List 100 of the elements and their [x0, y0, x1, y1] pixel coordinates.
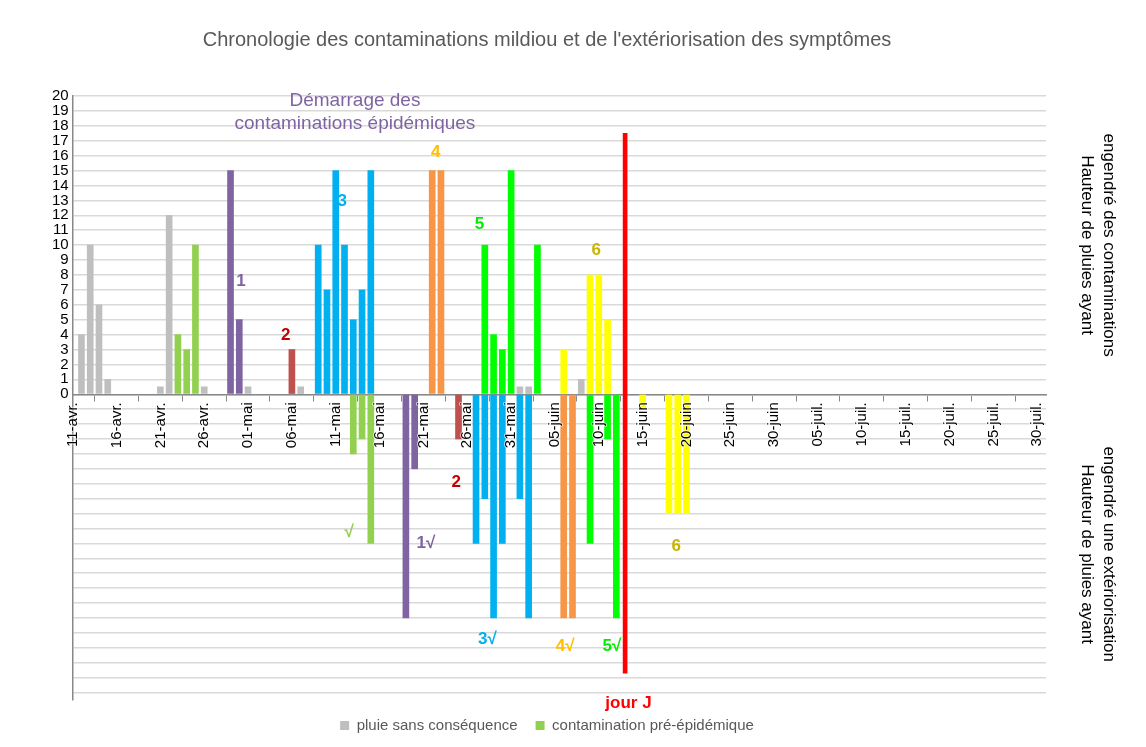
x-tick-label: 11-avr. — [62, 402, 80, 448]
y-tick-label: 20 — [52, 86, 69, 104]
y-tick-label: 14 — [52, 175, 69, 193]
x-tick-label: 16-avr. — [106, 402, 124, 449]
bar — [244, 386, 252, 394]
bar — [174, 334, 182, 394]
bar — [507, 170, 515, 394]
bar — [665, 394, 673, 514]
x-tick-label: 25-juil. — [983, 402, 1001, 447]
y-tick-label: 13 — [52, 190, 69, 208]
bar — [428, 170, 436, 394]
annotation: 1 — [236, 271, 246, 291]
chart-title: Chronologie des contaminations mildiou et de l'extériorisation des symptômes — [202, 27, 892, 50]
x-tick-label: 25-juin — [720, 402, 738, 448]
bar — [367, 394, 375, 544]
annotation: 1√ — [416, 533, 437, 553]
x-tick-label: 20-juin — [676, 402, 694, 448]
bar — [411, 394, 418, 470]
bar — [235, 319, 243, 394]
annotation: 2 — [281, 324, 291, 344]
bar — [297, 386, 304, 394]
bar — [227, 170, 234, 394]
bar — [86, 244, 94, 394]
legend-label: pluie sans conséquence — [356, 715, 518, 733]
bar — [314, 244, 322, 394]
legend-label: contamination pré-épidémique — [552, 715, 754, 733]
x-tick-label: 10-juin — [588, 402, 606, 448]
annotation: 6 — [591, 240, 602, 260]
annotation: 6 — [671, 536, 681, 556]
y-tick-label: 3 — [60, 339, 69, 357]
bar — [472, 394, 480, 544]
annotation: 3 — [337, 191, 348, 211]
bar — [183, 349, 191, 394]
bar — [323, 289, 331, 394]
y-tick-label: 8 — [60, 265, 69, 283]
bar — [604, 394, 611, 440]
x-tick-label: 31-mai — [501, 402, 519, 449]
x-tick-label: 01-mai — [238, 402, 256, 449]
bar — [595, 274, 603, 394]
annotation: 3√ — [477, 628, 498, 648]
y-tick-label: 16 — [52, 145, 69, 163]
bar — [586, 274, 594, 394]
annotation: 5√ — [602, 635, 622, 655]
y-tick-label: 1 — [60, 369, 69, 387]
x-tick-label: 06-mai — [282, 402, 300, 449]
x-tick-label: 20-juil. — [939, 402, 957, 447]
bar — [560, 394, 568, 619]
annotation: jour J — [604, 692, 652, 712]
x-tick-label: 21-avr. — [150, 402, 168, 449]
y-tick-label: 12 — [52, 205, 69, 223]
x-tick-label: 15-juin — [632, 402, 650, 448]
annotation: 4 — [431, 142, 441, 162]
bar — [455, 394, 462, 440]
bar — [499, 394, 506, 544]
x-tick-label: 26-avr. — [194, 402, 212, 449]
x-tick-label: 26-mai — [457, 402, 475, 449]
y-tick-label: 4 — [60, 324, 69, 342]
y-tick-label: 15 — [52, 160, 69, 178]
bar — [499, 349, 506, 394]
annotation: 2 — [451, 472, 461, 492]
bar — [437, 170, 445, 394]
bar — [604, 319, 611, 394]
bar — [341, 244, 348, 394]
bar — [577, 379, 585, 394]
bar — [358, 289, 366, 394]
bar — [78, 334, 85, 394]
bar — [104, 379, 112, 394]
bar — [490, 394, 497, 619]
bar — [288, 349, 296, 394]
bar — [192, 244, 199, 394]
bar — [349, 394, 357, 455]
x-tick-label: 21-mai — [413, 402, 431, 449]
bar — [516, 394, 524, 499]
bar — [481, 394, 489, 499]
bar — [200, 386, 208, 394]
bar — [157, 386, 164, 394]
y-tick-label: 2 — [60, 354, 69, 372]
bar — [95, 304, 103, 394]
annotation: 5 — [474, 214, 485, 234]
x-tick-label: 05-juil. — [808, 402, 826, 447]
bar — [165, 214, 173, 394]
bar — [349, 319, 357, 394]
bar — [534, 244, 541, 394]
x-tick-label: 16-mai — [369, 402, 387, 449]
bar — [525, 386, 532, 394]
bar — [402, 394, 410, 619]
y-tick-label: 5 — [60, 309, 69, 327]
bar — [674, 394, 682, 514]
bar — [367, 170, 375, 394]
annotation: Démarrage des contaminations épidémiques — [234, 89, 476, 134]
y2-axis-title: Hauteur de pluies ayant engendré une extériorisation — [1078, 446, 1120, 662]
bar — [560, 349, 568, 394]
x-tick-label: 15-juil. — [895, 402, 913, 447]
y-tick-label: 17 — [52, 130, 69, 148]
bar — [481, 244, 489, 394]
bar — [490, 334, 497, 394]
annotation: 4√ — [555, 635, 576, 655]
y-tick-label: 9 — [60, 250, 69, 268]
bar — [516, 386, 524, 394]
x-tick-label: 30-juil. — [1027, 402, 1045, 447]
